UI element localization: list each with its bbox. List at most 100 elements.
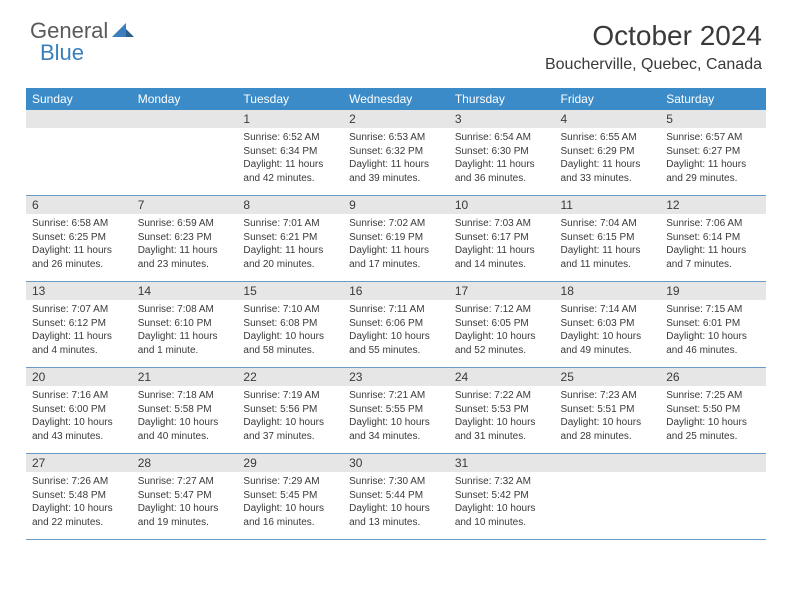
daylight-line: Daylight: 11 hours and 17 minutes. <box>349 244 443 271</box>
day-data-cell: Sunrise: 7:07 AMSunset: 6:12 PMDaylight:… <box>26 300 132 368</box>
day-data-cell: Sunrise: 7:15 AMSunset: 6:01 PMDaylight:… <box>660 300 766 368</box>
day-number-cell: 18 <box>555 282 661 301</box>
sunrise-line: Sunrise: 6:52 AM <box>243 131 337 145</box>
day-number-cell: 8 <box>237 196 343 215</box>
day-data-cell: Sunrise: 7:03 AMSunset: 6:17 PMDaylight:… <box>449 214 555 282</box>
sunset-line: Sunset: 6:03 PM <box>561 317 655 331</box>
day-number-cell: 6 <box>26 196 132 215</box>
day-header: Thursday <box>449 88 555 110</box>
sunset-line: Sunset: 5:45 PM <box>243 489 337 503</box>
day-number-cell: 23 <box>343 368 449 387</box>
daylight-line: Daylight: 10 hours and 58 minutes. <box>243 330 337 357</box>
sunset-line: Sunset: 6:21 PM <box>243 231 337 245</box>
sunset-line: Sunset: 6:34 PM <box>243 145 337 159</box>
day-header: Saturday <box>660 88 766 110</box>
sunset-line: Sunset: 6:17 PM <box>455 231 549 245</box>
day-data-cell: Sunrise: 7:19 AMSunset: 5:56 PMDaylight:… <box>237 386 343 454</box>
day-number-cell: 21 <box>132 368 238 387</box>
sunset-line: Sunset: 5:42 PM <box>455 489 549 503</box>
daynum-row: 2728293031 <box>26 454 766 473</box>
daylight-line: Daylight: 11 hours and 20 minutes. <box>243 244 337 271</box>
daylight-line: Daylight: 11 hours and 42 minutes. <box>243 158 337 185</box>
day-data-cell: Sunrise: 7:02 AMSunset: 6:19 PMDaylight:… <box>343 214 449 282</box>
daylight-line: Daylight: 10 hours and 52 minutes. <box>455 330 549 357</box>
sunset-line: Sunset: 6:29 PM <box>561 145 655 159</box>
daylight-line: Daylight: 10 hours and 43 minutes. <box>32 416 126 443</box>
day-data-cell <box>132 128 238 196</box>
sunrise-line: Sunrise: 6:58 AM <box>32 217 126 231</box>
day-data-cell: Sunrise: 7:32 AMSunset: 5:42 PMDaylight:… <box>449 472 555 540</box>
sunset-line: Sunset: 6:15 PM <box>561 231 655 245</box>
daylight-line: Daylight: 10 hours and 37 minutes. <box>243 416 337 443</box>
day-number-cell: 17 <box>449 282 555 301</box>
sunset-line: Sunset: 5:51 PM <box>561 403 655 417</box>
sunrise-line: Sunrise: 6:54 AM <box>455 131 549 145</box>
sunset-line: Sunset: 6:12 PM <box>32 317 126 331</box>
day-data-cell: Sunrise: 6:53 AMSunset: 6:32 PMDaylight:… <box>343 128 449 196</box>
day-number-cell: 25 <box>555 368 661 387</box>
sunrise-line: Sunrise: 7:19 AM <box>243 389 337 403</box>
sunset-line: Sunset: 5:55 PM <box>349 403 443 417</box>
sunrise-line: Sunrise: 7:10 AM <box>243 303 337 317</box>
daylight-line: Daylight: 10 hours and 28 minutes. <box>561 416 655 443</box>
day-data-cell: Sunrise: 7:21 AMSunset: 5:55 PMDaylight:… <box>343 386 449 454</box>
sunrise-line: Sunrise: 7:08 AM <box>138 303 232 317</box>
sunset-line: Sunset: 5:47 PM <box>138 489 232 503</box>
day-data-cell: Sunrise: 6:59 AMSunset: 6:23 PMDaylight:… <box>132 214 238 282</box>
day-number-cell <box>660 454 766 473</box>
sunrise-line: Sunrise: 7:26 AM <box>32 475 126 489</box>
daylight-line: Daylight: 10 hours and 46 minutes. <box>666 330 760 357</box>
daynum-row: 20212223242526 <box>26 368 766 387</box>
sunrise-line: Sunrise: 6:53 AM <box>349 131 443 145</box>
day-header: Monday <box>132 88 238 110</box>
sunset-line: Sunset: 6:27 PM <box>666 145 760 159</box>
sunset-line: Sunset: 5:56 PM <box>243 403 337 417</box>
daylight-line: Daylight: 10 hours and 31 minutes. <box>455 416 549 443</box>
day-number-cell: 31 <box>449 454 555 473</box>
daylight-line: Daylight: 10 hours and 34 minutes. <box>349 416 443 443</box>
sunrise-line: Sunrise: 7:02 AM <box>349 217 443 231</box>
brand-triangle-icon <box>112 21 134 42</box>
daynum-row: 12345 <box>26 110 766 128</box>
day-header: Tuesday <box>237 88 343 110</box>
sunrise-line: Sunrise: 7:16 AM <box>32 389 126 403</box>
sunset-line: Sunset: 6:19 PM <box>349 231 443 245</box>
day-number-cell: 10 <box>449 196 555 215</box>
day-data-cell: Sunrise: 7:08 AMSunset: 6:10 PMDaylight:… <box>132 300 238 368</box>
day-number-cell: 20 <box>26 368 132 387</box>
day-number-cell: 9 <box>343 196 449 215</box>
daynum-row: 6789101112 <box>26 196 766 215</box>
sunrise-line: Sunrise: 7:11 AM <box>349 303 443 317</box>
daylight-line: Daylight: 11 hours and 1 minute. <box>138 330 232 357</box>
day-data-cell <box>660 472 766 540</box>
daylight-line: Daylight: 10 hours and 40 minutes. <box>138 416 232 443</box>
day-number-cell: 26 <box>660 368 766 387</box>
sunrise-line: Sunrise: 7:14 AM <box>561 303 655 317</box>
day-number-cell: 4 <box>555 110 661 128</box>
daylight-line: Daylight: 10 hours and 49 minutes. <box>561 330 655 357</box>
day-data-cell: Sunrise: 7:27 AMSunset: 5:47 PMDaylight:… <box>132 472 238 540</box>
sunrise-line: Sunrise: 7:12 AM <box>455 303 549 317</box>
calendar-table: Sunday Monday Tuesday Wednesday Thursday… <box>26 88 766 540</box>
sunrise-line: Sunrise: 7:29 AM <box>243 475 337 489</box>
day-number-cell: 1 <box>237 110 343 128</box>
day-data-cell: Sunrise: 7:01 AMSunset: 6:21 PMDaylight:… <box>237 214 343 282</box>
day-data-cell: Sunrise: 6:58 AMSunset: 6:25 PMDaylight:… <box>26 214 132 282</box>
daylight-line: Daylight: 11 hours and 36 minutes. <box>455 158 549 185</box>
daylight-line: Daylight: 11 hours and 26 minutes. <box>32 244 126 271</box>
day-number-cell: 5 <box>660 110 766 128</box>
day-data-cell <box>555 472 661 540</box>
sunrise-line: Sunrise: 7:27 AM <box>138 475 232 489</box>
day-data-row: Sunrise: 6:58 AMSunset: 6:25 PMDaylight:… <box>26 214 766 282</box>
day-data-cell: Sunrise: 7:06 AMSunset: 6:14 PMDaylight:… <box>660 214 766 282</box>
daylight-line: Daylight: 10 hours and 13 minutes. <box>349 502 443 529</box>
day-data-cell: Sunrise: 7:25 AMSunset: 5:50 PMDaylight:… <box>660 386 766 454</box>
sunrise-line: Sunrise: 6:59 AM <box>138 217 232 231</box>
sunset-line: Sunset: 6:14 PM <box>666 231 760 245</box>
day-number-cell: 29 <box>237 454 343 473</box>
sunrise-line: Sunrise: 7:04 AM <box>561 217 655 231</box>
day-data-cell: Sunrise: 7:23 AMSunset: 5:51 PMDaylight:… <box>555 386 661 454</box>
day-number-cell: 27 <box>26 454 132 473</box>
sunset-line: Sunset: 5:58 PM <box>138 403 232 417</box>
sunset-line: Sunset: 6:10 PM <box>138 317 232 331</box>
